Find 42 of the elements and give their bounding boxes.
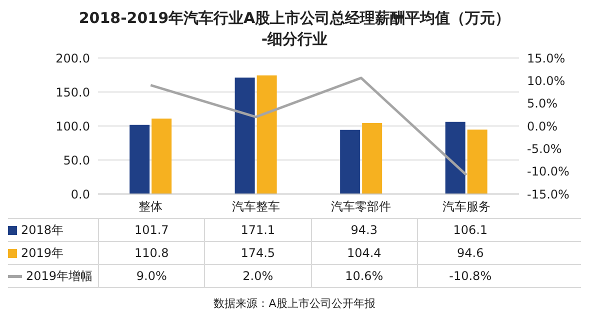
y-tick-label: 0.0: [70, 187, 90, 202]
data-label: 2.0%: [204, 265, 310, 287]
bar: [152, 118, 172, 194]
bar: [234, 78, 255, 194]
data-label: -10.8%: [416, 265, 523, 287]
bar: [467, 130, 488, 194]
data-label: 10.6%: [310, 265, 417, 287]
y2-tick-label: -10.0%: [527, 164, 570, 179]
bar: [445, 122, 466, 194]
bar: [256, 75, 277, 194]
y2-tick-label: -15.0%: [527, 187, 570, 202]
bar: [130, 124, 150, 194]
x-tick-label: 汽车零部件: [331, 200, 392, 214]
data-label: 101.7: [98, 219, 204, 241]
data-label: 171.1: [204, 219, 310, 241]
data-label: 110.8: [98, 242, 204, 264]
data-label: 106.1: [416, 219, 523, 241]
data-label: 94.3: [310, 219, 417, 241]
bar: [340, 130, 360, 194]
y2-tick-label: 0.0%: [527, 119, 558, 134]
line-series: [149, 76, 468, 176]
legend-label: 2019年: [21, 244, 64, 262]
legend-label: 2018年: [21, 222, 64, 238]
legend-label: 2019年增幅: [26, 268, 93, 284]
y2-tick-label: 5.0%: [527, 96, 558, 111]
y2-tick-label: -5.0%: [527, 142, 562, 156]
data-label: 104.4: [310, 242, 417, 264]
data-label: 94.6: [416, 242, 523, 264]
x-tick-label: 整体: [138, 200, 163, 214]
y-tick-label: 50.0: [63, 153, 90, 168]
y2-tick-label: 15.0%: [527, 51, 566, 66]
y-tick-label: 150.0: [56, 85, 90, 100]
x-tick-label: 汽车整车: [232, 200, 280, 214]
y-tick-label: 200.0: [56, 51, 90, 66]
data-label: 9.0%: [98, 265, 204, 287]
y2-tick-label: 10.0%: [527, 74, 566, 88]
source-note: 数据来源：A股上市公司公开年报: [212, 296, 376, 311]
x-tick-label: 汽车服务: [442, 200, 490, 214]
bar: [362, 123, 382, 194]
y-tick-label: 100.0: [56, 119, 90, 134]
chart-title: 2018-2019年汽车行业A股上市公司总经理薪酬平均值（万元） -细分行业: [78, 8, 512, 50]
data-label: 174.5: [204, 242, 310, 264]
